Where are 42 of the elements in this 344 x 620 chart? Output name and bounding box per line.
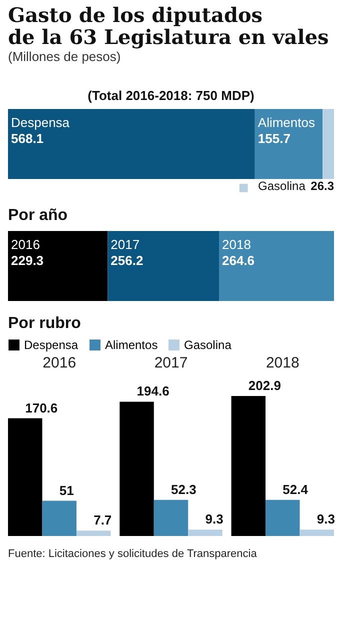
text: (Total 2016-2018: 750 MDP) [88,88,254,103]
bar [120,402,154,536]
x-tick-label: 2016 [42,354,76,372]
data-label: 52.3 [171,482,196,497]
x-tick-label: 2017 [154,354,188,372]
series-label: Despensa [11,115,70,130]
bar [188,530,222,536]
series-label: 2018 [222,237,251,252]
bar [231,396,266,536]
data-label: 155.7 [258,131,290,146]
data-label: 229.3 [11,253,44,268]
legend-label: Despensa [24,338,78,352]
bar [154,500,188,536]
data-label: 52.4 [282,482,309,497]
chart-subtitle: (Millones de pesos) [8,49,121,64]
data-label: 9.3 [205,512,224,527]
data-label: 194.6 [136,384,170,399]
chart-title: Por año [8,207,68,224]
data-label: 568.1 [11,131,44,146]
data-label: 26.3 [310,179,334,193]
series-label: Alimentos [258,115,316,130]
data-label: 7.7 [94,512,112,528]
chart-title: Gasto de los diputados de la 63 Legislatura en vales [8,3,329,49]
data-label: 51 [59,482,74,498]
series-label: 2017 [110,237,140,252]
bar [76,530,111,536]
series-label: 2016 [11,237,40,252]
legend-label: Gasolina [184,338,232,352]
source-note: Fuente: Licitaciones y solicitudes de Transparencia [8,548,258,560]
bar [8,418,42,536]
legend-label: Gasolina [258,179,306,193]
data-label: 170.6 [25,400,58,416]
bar [266,500,300,536]
chart-title: Por rubro [8,315,82,332]
data-label: 256.2 [110,253,144,268]
data-label: 264.6 [222,253,255,268]
data-label: 202.9 [248,378,281,393]
bar [42,500,76,536]
bar [300,530,334,536]
data-label: 9.3 [316,512,335,527]
x-tick-label: 2018 [266,354,300,372]
legend-label: Alimentos [105,338,158,352]
